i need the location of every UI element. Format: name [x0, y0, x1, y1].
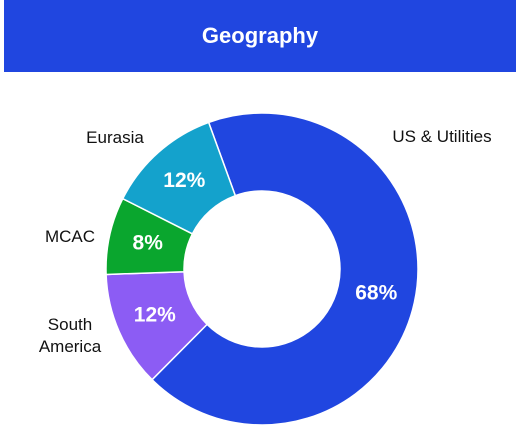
value-label: 12%: [163, 169, 205, 192]
value-label: 68%: [355, 282, 397, 305]
value-label: 8%: [133, 231, 164, 254]
value-label: 12%: [134, 303, 176, 326]
slice-label: MCAC: [44, 227, 96, 246]
slice-label: South America: [38, 315, 102, 356]
slice-label: Eurasia: [86, 128, 144, 147]
chart-title: Geography: [4, 0, 516, 72]
donut-slice: [121, 121, 237, 235]
slice-label: US & Utilities: [392, 127, 492, 146]
donut-slice: [151, 112, 419, 426]
